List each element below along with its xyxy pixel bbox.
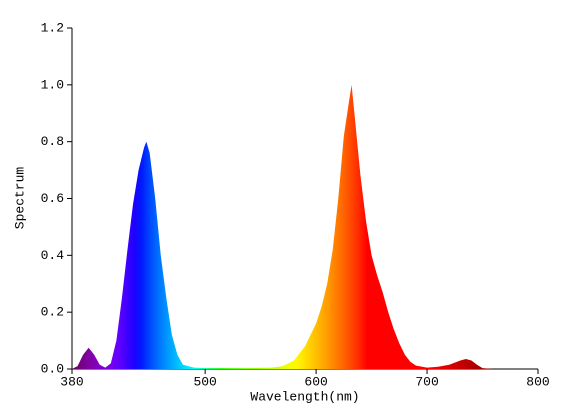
y-axis-label: Spectrum xyxy=(12,167,27,230)
y-tick-label: 0.8 xyxy=(41,134,64,149)
x-tick-label: 600 xyxy=(304,374,327,389)
x-tick-label: 500 xyxy=(193,374,216,389)
y-tick-label: 0.2 xyxy=(41,305,64,320)
x-axis-label: Wavelength(nm) xyxy=(250,389,359,404)
spectrum-area xyxy=(72,84,494,369)
y-tick-label: 1.2 xyxy=(41,20,64,35)
x-tick-label: 700 xyxy=(415,374,438,389)
y-tick-label: 0.4 xyxy=(41,248,65,263)
x-tick-label: 800 xyxy=(526,374,549,389)
y-tick-label: 0.6 xyxy=(41,191,64,206)
y-tick-label: 0.0 xyxy=(41,361,64,376)
x-tick-label: 380 xyxy=(60,374,83,389)
y-tick-label: 1.0 xyxy=(41,77,64,92)
